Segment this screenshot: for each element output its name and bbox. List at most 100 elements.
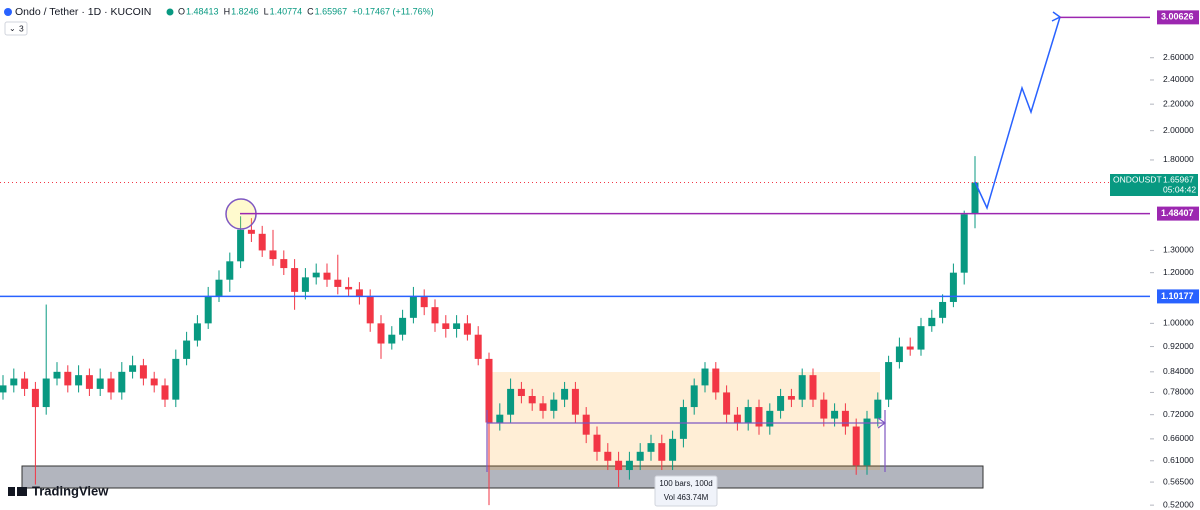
candle-body [733,414,741,423]
y-tick-label: 0.61000 [1163,455,1194,465]
status-dot [166,8,174,16]
candle-body [809,375,817,400]
candle-body [345,286,353,290]
candle-body [118,371,126,393]
level-label: 3.00626 [1161,12,1194,22]
candle-body [852,426,860,466]
candle-body [485,358,493,423]
candle-body [21,378,29,389]
candle-body [615,460,623,471]
candle-body [301,277,309,292]
candle-body [161,385,169,400]
last-price-box [1110,174,1198,196]
candle-body [204,296,212,324]
candle-body [658,443,666,461]
candle-body [539,403,547,411]
candle-body [431,307,439,324]
candle-body [334,279,342,287]
candle-body [820,399,828,419]
ohlc-key: H [224,6,231,16]
candle-body [10,378,18,386]
candle-body [917,326,925,350]
ohlc-key: C [307,6,314,16]
candle-body [571,388,579,415]
candle-body [53,371,61,379]
candle-body [604,451,612,461]
candle-body [517,388,525,397]
candle-body [280,259,288,269]
candle-body [701,368,709,386]
ohlc-value: 1.65967 [315,6,348,16]
candle-body [312,272,320,278]
candle-body [766,410,774,427]
candle-body [636,451,644,461]
candle-body [863,418,871,466]
indicator-toggle[interactable] [4,21,28,36]
candle-body [247,229,255,234]
candle-body [323,272,331,280]
ohlc-key: L [264,6,269,16]
candle-body [582,414,590,435]
level-label: 1.10177 [1161,291,1194,301]
candle-body [723,392,731,415]
candle-body [507,388,515,415]
candle-body [377,323,385,344]
candle-body [831,410,839,419]
candle-body [291,268,299,292]
measure-bars: 100 bars, 100d [659,479,712,488]
y-tick-label: 1.20000 [1163,267,1194,277]
y-tick-label: 0.52000 [1163,499,1194,509]
candle-body [388,334,396,344]
candle-body [399,317,407,335]
candle-body [874,399,882,419]
candle-body [798,375,806,400]
candle-body [172,358,180,400]
candle-body [366,296,374,324]
price-axis [1150,0,1200,510]
candle-body [409,296,417,318]
level-label-box [1157,10,1199,25]
measure-tooltip [654,475,718,507]
candle-body [561,388,569,400]
candle-body [226,261,234,280]
candle-body [139,365,147,379]
axis-labels: 0.52000 0.56500 0.61000 0.66000 0.72000 0.780… [1150,52,1194,509]
candle-body [744,407,752,423]
candle-body [528,396,536,404]
level-label-box [1157,206,1199,221]
candle-body [690,385,698,408]
candle-body [355,289,363,297]
y-tick-label: 2.40000 [1163,74,1194,84]
measure-tool [486,410,887,472]
candle-body [150,378,158,386]
candle-body [463,323,471,335]
candle-body [928,317,936,327]
candle-body [971,182,979,214]
symbol-icon [4,8,12,16]
chevron: ⌄ [9,24,16,33]
y-tick-label: 1.80000 [1163,154,1194,164]
candle-body [712,368,720,393]
indicator-count[interactable]: 3 [19,23,24,33]
candle-body [442,323,450,329]
candle-body [107,378,115,393]
y-tick-label: 0.84000 [1163,366,1194,376]
candle-body [885,362,893,400]
y-tick-label: 2.20000 [1163,98,1194,108]
last-price: 1.65967 [1163,174,1194,184]
y-tick-label: 1.00000 [1163,318,1194,328]
symbol: Ondo / Tether · 1D · KUCOIN [15,6,151,18]
candle-body [960,214,968,273]
ohlc-value: 1.40774 [270,6,303,16]
candle-body [906,346,914,350]
candle-body [183,340,191,359]
candle-body [258,233,266,251]
support-zone [21,465,984,489]
y-tick-label: 0.72000 [1163,409,1194,419]
level-label: 1.48407 [1161,208,1194,218]
y-tick-label: 0.92000 [1163,341,1194,351]
candle-body [129,365,137,372]
logo [8,487,27,496]
